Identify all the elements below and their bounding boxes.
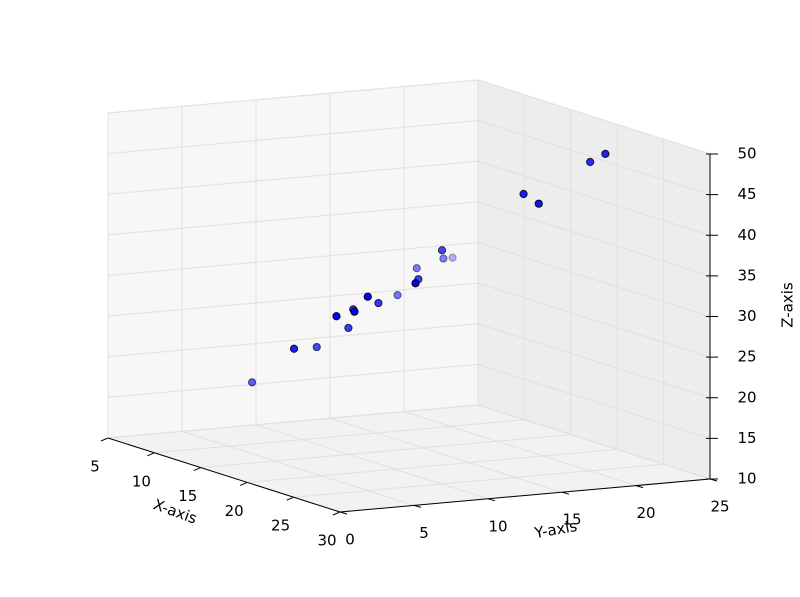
grid-line: [477, 120, 711, 196]
grid-line: [477, 201, 711, 277]
axis-line: [339, 478, 711, 513]
point: [393, 291, 402, 300]
z-tick-label: 20: [737, 388, 756, 406]
point: [601, 149, 610, 158]
point: [411, 279, 420, 288]
x-tick: [332, 511, 341, 516]
x-tick: [286, 496, 294, 501]
z-tick-label: 35: [737, 266, 756, 284]
grid-line: [477, 79, 711, 155]
point: [534, 199, 543, 208]
y-tick-label: 20: [636, 504, 655, 522]
point: [344, 323, 353, 333]
point: [247, 378, 257, 387]
x-tick: [193, 467, 201, 472]
grid-line: [403, 411, 637, 487]
grid-line: [107, 160, 479, 195]
z-axis-label: Z-axis: [779, 282, 797, 328]
x-tick: [240, 481, 248, 486]
z-tick-label: 40: [737, 226, 756, 244]
y-tick-label: 25: [710, 498, 729, 516]
x-tick-label: 10: [132, 472, 151, 490]
x-tick: [147, 452, 155, 457]
grid-line: [107, 120, 479, 155]
x-tick: [100, 437, 109, 442]
y-tick-label: 5: [419, 524, 429, 542]
y-tick-label: 10: [488, 517, 507, 535]
point: [312, 342, 321, 352]
grid-line: [107, 404, 479, 439]
grid-line: [107, 242, 479, 276]
x-tick-label: 5: [90, 458, 100, 476]
z-tick-label: 30: [737, 307, 756, 325]
x-tick-label: 30: [317, 532, 336, 550]
grid-line: [477, 323, 711, 399]
grid-line: [154, 419, 525, 454]
grid-line: [477, 363, 711, 439]
x-tick-label: 20: [225, 502, 244, 520]
grid-line: [477, 242, 711, 317]
y-tick-label: 0: [345, 531, 355, 549]
point: [448, 253, 457, 262]
point: [350, 307, 359, 316]
grid-line: [477, 404, 711, 480]
y-axis-label: Y-axis: [532, 517, 578, 542]
grid-line: [329, 417, 563, 493]
point: [519, 189, 528, 199]
z-tick-label: 25: [737, 348, 756, 366]
x-tick-label: 25: [271, 517, 290, 535]
z-tick-label: 50: [737, 145, 756, 163]
z-tick-label: 10: [737, 470, 756, 488]
point: [332, 312, 341, 321]
grid-line: [181, 430, 415, 506]
x-tick-label: 15: [178, 487, 197, 505]
z-tick-label: 45: [737, 185, 756, 203]
point: [374, 298, 383, 308]
grid-line: [477, 282, 711, 358]
grid-line: [200, 434, 571, 469]
grid-line: [293, 463, 664, 498]
z-tick-label: 15: [737, 429, 756, 447]
grid-line: [107, 323, 479, 358]
axis-line: [107, 437, 341, 513]
grid-line: [247, 448, 618, 483]
grid-line: [107, 79, 479, 114]
y-tick-label: 15: [562, 511, 581, 529]
grid-line: [107, 282, 479, 317]
point: [439, 254, 448, 263]
point: [586, 157, 595, 167]
point: [289, 344, 299, 353]
grid-line: [255, 424, 489, 500]
point: [412, 264, 421, 273]
grid-line: [107, 201, 479, 236]
grid-line: [477, 160, 711, 236]
point: [363, 292, 372, 301]
point: [437, 246, 447, 255]
grid-line: [107, 363, 479, 398]
